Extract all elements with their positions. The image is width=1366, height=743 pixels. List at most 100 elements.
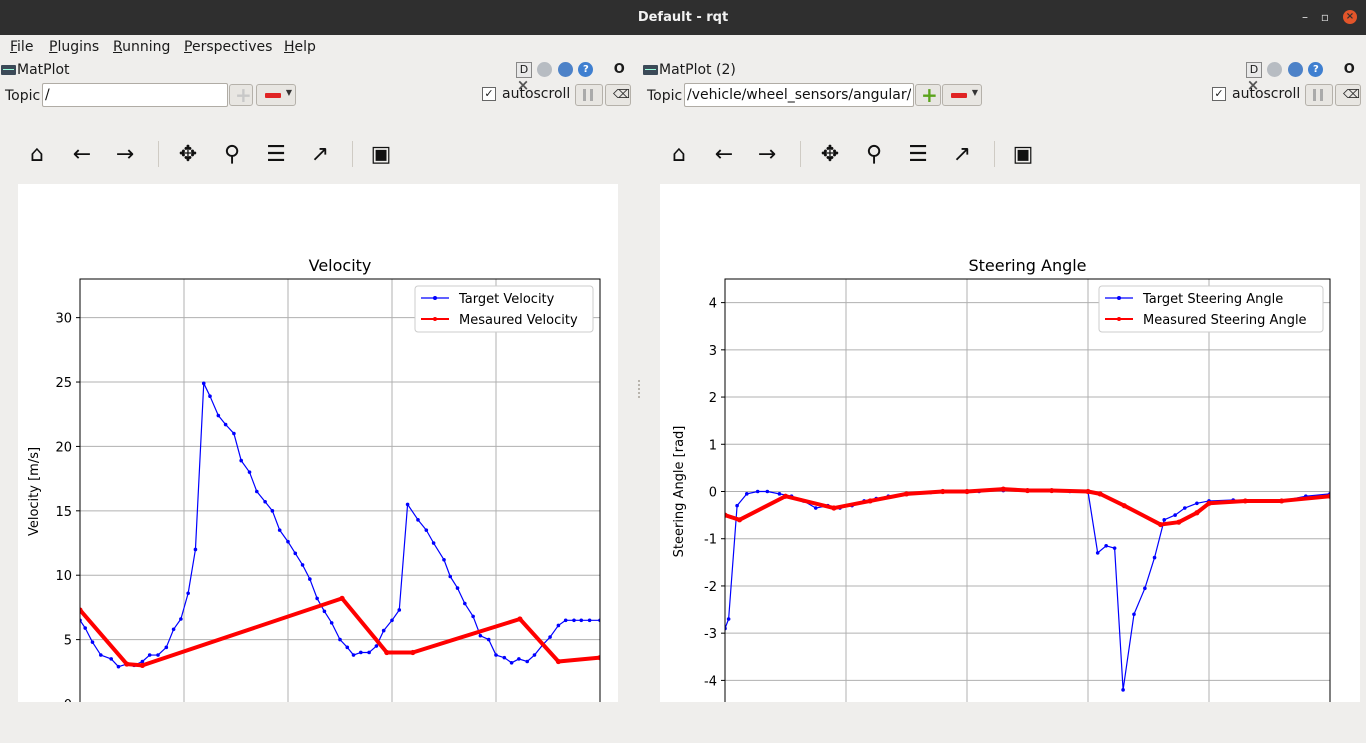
data-point <box>270 509 275 513</box>
edit-axes-icon[interactable]: ↗ <box>952 142 972 167</box>
data-point <box>216 413 221 418</box>
remove-topic-button[interactable]: ▼ <box>256 84 296 106</box>
data-point <box>478 633 483 638</box>
data-point <box>1158 521 1164 528</box>
maximize-icon[interactable]: ▫ <box>1320 10 1330 24</box>
data-point <box>1085 488 1091 495</box>
subplots-icon[interactable]: ☰ <box>266 142 286 167</box>
gear-icon[interactable] <box>537 62 553 77</box>
topic-input[interactable] <box>42 83 228 107</box>
close-pane-icon[interactable]: × <box>516 76 530 94</box>
data-point <box>286 539 290 544</box>
data-point <box>381 628 386 633</box>
add-topic-button[interactable]: + <box>915 84 941 106</box>
float-button[interactable]: O <box>1343 62 1355 77</box>
edit-axes-icon[interactable]: ↗ <box>310 142 330 167</box>
y-tick-label: 10 <box>55 569 72 584</box>
velocity-plot[interactable]: 200201202203204205051015202530VelocityTi… <box>18 184 618 702</box>
save-icon[interactable]: ▣ <box>370 142 392 167</box>
mpl-toolbar: ⌂ ← → ✥ ⚲ ☰ ↗ ▣ <box>664 135 1366 175</box>
velocity-chart-svg: 200201202203204205051015202530VelocityTi… <box>27 256 601 702</box>
menu-running[interactable]: Running <box>113 39 171 55</box>
zoom-icon[interactable]: ⚲ <box>865 142 883 167</box>
data-point <box>300 563 305 567</box>
steering-plot[interactable]: 200201202203204205-4-3-2-101234Steering … <box>660 184 1360 702</box>
data-point <box>735 503 739 508</box>
back-icon[interactable]: ← <box>72 142 92 167</box>
autoscroll-checkbox[interactable]: ✓ <box>1212 87 1226 101</box>
autoscroll-toggle[interactable]: ✓ autoscroll <box>482 86 570 102</box>
data-point <box>263 500 267 504</box>
topic-row: Topic + ▼ ✓ autoscroll ⌫ <box>0 83 638 109</box>
menu-perspectives[interactable]: Perspectives <box>184 39 273 55</box>
data-point <box>139 662 145 668</box>
help-icon[interactable]: ? <box>578 62 594 77</box>
close-icon[interactable]: × <box>1343 10 1357 24</box>
autoscroll-checkbox[interactable]: ✓ <box>482 87 496 101</box>
subplots-icon[interactable]: ☰ <box>908 142 928 167</box>
menu-plugins[interactable]: Plugins <box>49 39 100 55</box>
clear-button[interactable]: ⌫ <box>605 84 631 106</box>
data-point <box>308 577 312 581</box>
autoscroll-toggle[interactable]: ✓ autoscroll <box>1212 86 1300 102</box>
minimize-icon[interactable]: – <box>1302 10 1308 24</box>
data-point <box>1121 688 1125 692</box>
data-point <box>116 664 121 669</box>
reload-icon[interactable] <box>557 62 573 77</box>
save-icon[interactable]: ▣ <box>1012 142 1034 167</box>
clear-button[interactable]: ⌫ <box>1335 84 1361 106</box>
y-tick-label: -4 <box>704 674 717 689</box>
zoom-icon[interactable]: ⚲ <box>223 142 241 167</box>
dropdown-caret-icon: ▼ <box>971 88 978 97</box>
topic-row: Topic + ▼ ✓ autoscroll ⌫ <box>642 83 1366 109</box>
legend-label: Target Velocity <box>458 292 555 307</box>
data-point <box>390 618 394 623</box>
home-icon[interactable]: ⌂ <box>30 142 44 167</box>
remove-topic-button[interactable]: ▼ <box>942 84 982 106</box>
data-point <box>517 616 523 622</box>
plus-icon: + <box>235 83 252 107</box>
data-point <box>239 458 243 463</box>
pause-button[interactable] <box>1305 84 1333 106</box>
pane-splitter[interactable] <box>638 380 642 398</box>
help-icon[interactable]: ? <box>1308 62 1324 77</box>
back-icon[interactable]: ← <box>714 142 734 167</box>
data-point <box>903 491 910 497</box>
autoscroll-label: autoscroll <box>1232 86 1301 102</box>
mpl-toolbar: ⌂ ← → ✥ ⚲ ☰ ↗ ▣ <box>22 135 638 175</box>
autoscroll-label: autoscroll <box>502 86 571 102</box>
gear-icon[interactable] <box>1267 62 1283 77</box>
forward-icon[interactable]: → <box>115 142 135 167</box>
minus-icon <box>265 93 281 98</box>
pan-icon[interactable]: ✥ <box>178 142 198 167</box>
reload-icon[interactable] <box>1287 62 1303 77</box>
y-tick-label: -3 <box>704 627 717 642</box>
forward-icon[interactable]: → <box>757 142 777 167</box>
data-point <box>494 653 498 657</box>
y-tick-label: 2 <box>709 391 717 406</box>
pause-button[interactable] <box>575 84 603 106</box>
data-point <box>556 623 561 628</box>
data-point <box>339 595 345 601</box>
home-icon[interactable]: ⌂ <box>672 142 686 167</box>
plus-icon: + <box>921 83 938 107</box>
data-point <box>1183 506 1187 510</box>
data-point <box>597 655 600 661</box>
float-button[interactable]: O <box>613 62 625 77</box>
menu-help[interactable]: Help <box>284 39 316 55</box>
close-pane-icon[interactable]: × <box>1246 76 1260 94</box>
plot-plugin-icon <box>1 65 16 75</box>
dock-buttons: D ? O × <box>1246 62 1366 93</box>
plot-frame <box>79 278 601 702</box>
add-topic-button[interactable]: + <box>229 84 253 106</box>
y-tick-label: 5 <box>64 634 72 649</box>
data-point <box>1112 546 1117 550</box>
data-point <box>532 653 537 657</box>
data-point <box>147 653 152 657</box>
window-title: Default - rqt <box>637 10 729 25</box>
data-point <box>359 650 363 655</box>
data-point <box>410 649 416 656</box>
pan-icon[interactable]: ✥ <box>820 142 840 167</box>
topic-input[interactable] <box>684 83 914 107</box>
menu-file[interactable]: File <box>10 39 34 55</box>
